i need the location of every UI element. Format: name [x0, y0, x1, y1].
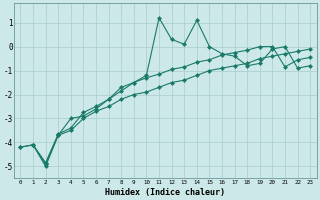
X-axis label: Humidex (Indice chaleur): Humidex (Indice chaleur) [105, 188, 225, 197]
